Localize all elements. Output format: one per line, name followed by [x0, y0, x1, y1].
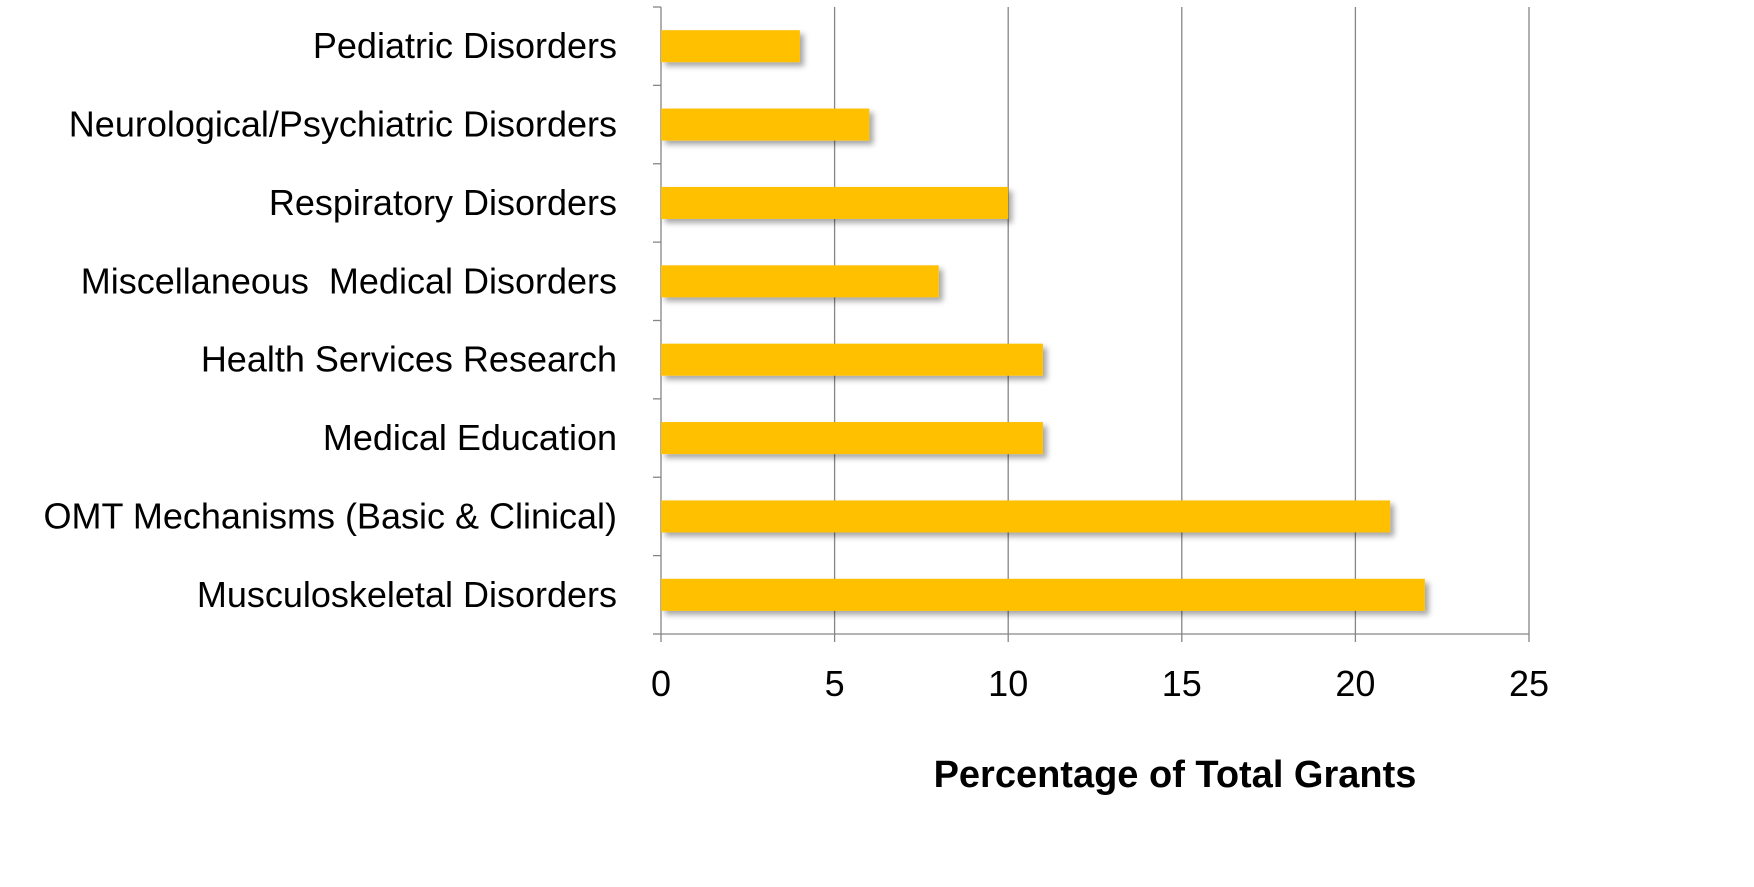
x-tick-label: 20 [1335, 663, 1375, 704]
category-label: Miscellaneous Medical Disorders [81, 260, 617, 301]
bar [661, 265, 939, 298]
x-axis-title: Percentage of Total Grants [934, 754, 1417, 796]
x-tick-labels: 0 5 10 15 20 25 [651, 663, 1549, 704]
category-label: Medical Education [323, 417, 617, 458]
category-label: Neurological/Psychiatric Disorders [69, 104, 617, 145]
x-tick-label: 5 [825, 663, 845, 704]
category-label: Musculoskeletal Disorders [197, 574, 617, 615]
bar [661, 578, 1425, 611]
category-label: Health Services Research [201, 339, 617, 380]
x-tick-label: 0 [651, 663, 671, 704]
bar [661, 422, 1043, 455]
category-label: Respiratory Disorders [269, 182, 617, 223]
category-label: Pediatric Disorders [313, 25, 617, 66]
x-tick-label: 25 [1509, 663, 1549, 704]
bar [661, 343, 1043, 376]
axes [653, 6, 1530, 642]
bar [661, 108, 870, 141]
bar [661, 30, 800, 63]
gridlines [833, 7, 1530, 634]
x-tick-label: 15 [1162, 663, 1202, 704]
bars [661, 30, 1425, 611]
x-tick-label: 10 [988, 663, 1028, 704]
category-label: OMT Mechanisms (Basic & Clinical) [44, 495, 617, 536]
bar [661, 186, 1009, 219]
category-labels: Pediatric Disorders Neurological/Psychiat… [44, 25, 617, 615]
bar [661, 500, 1391, 533]
